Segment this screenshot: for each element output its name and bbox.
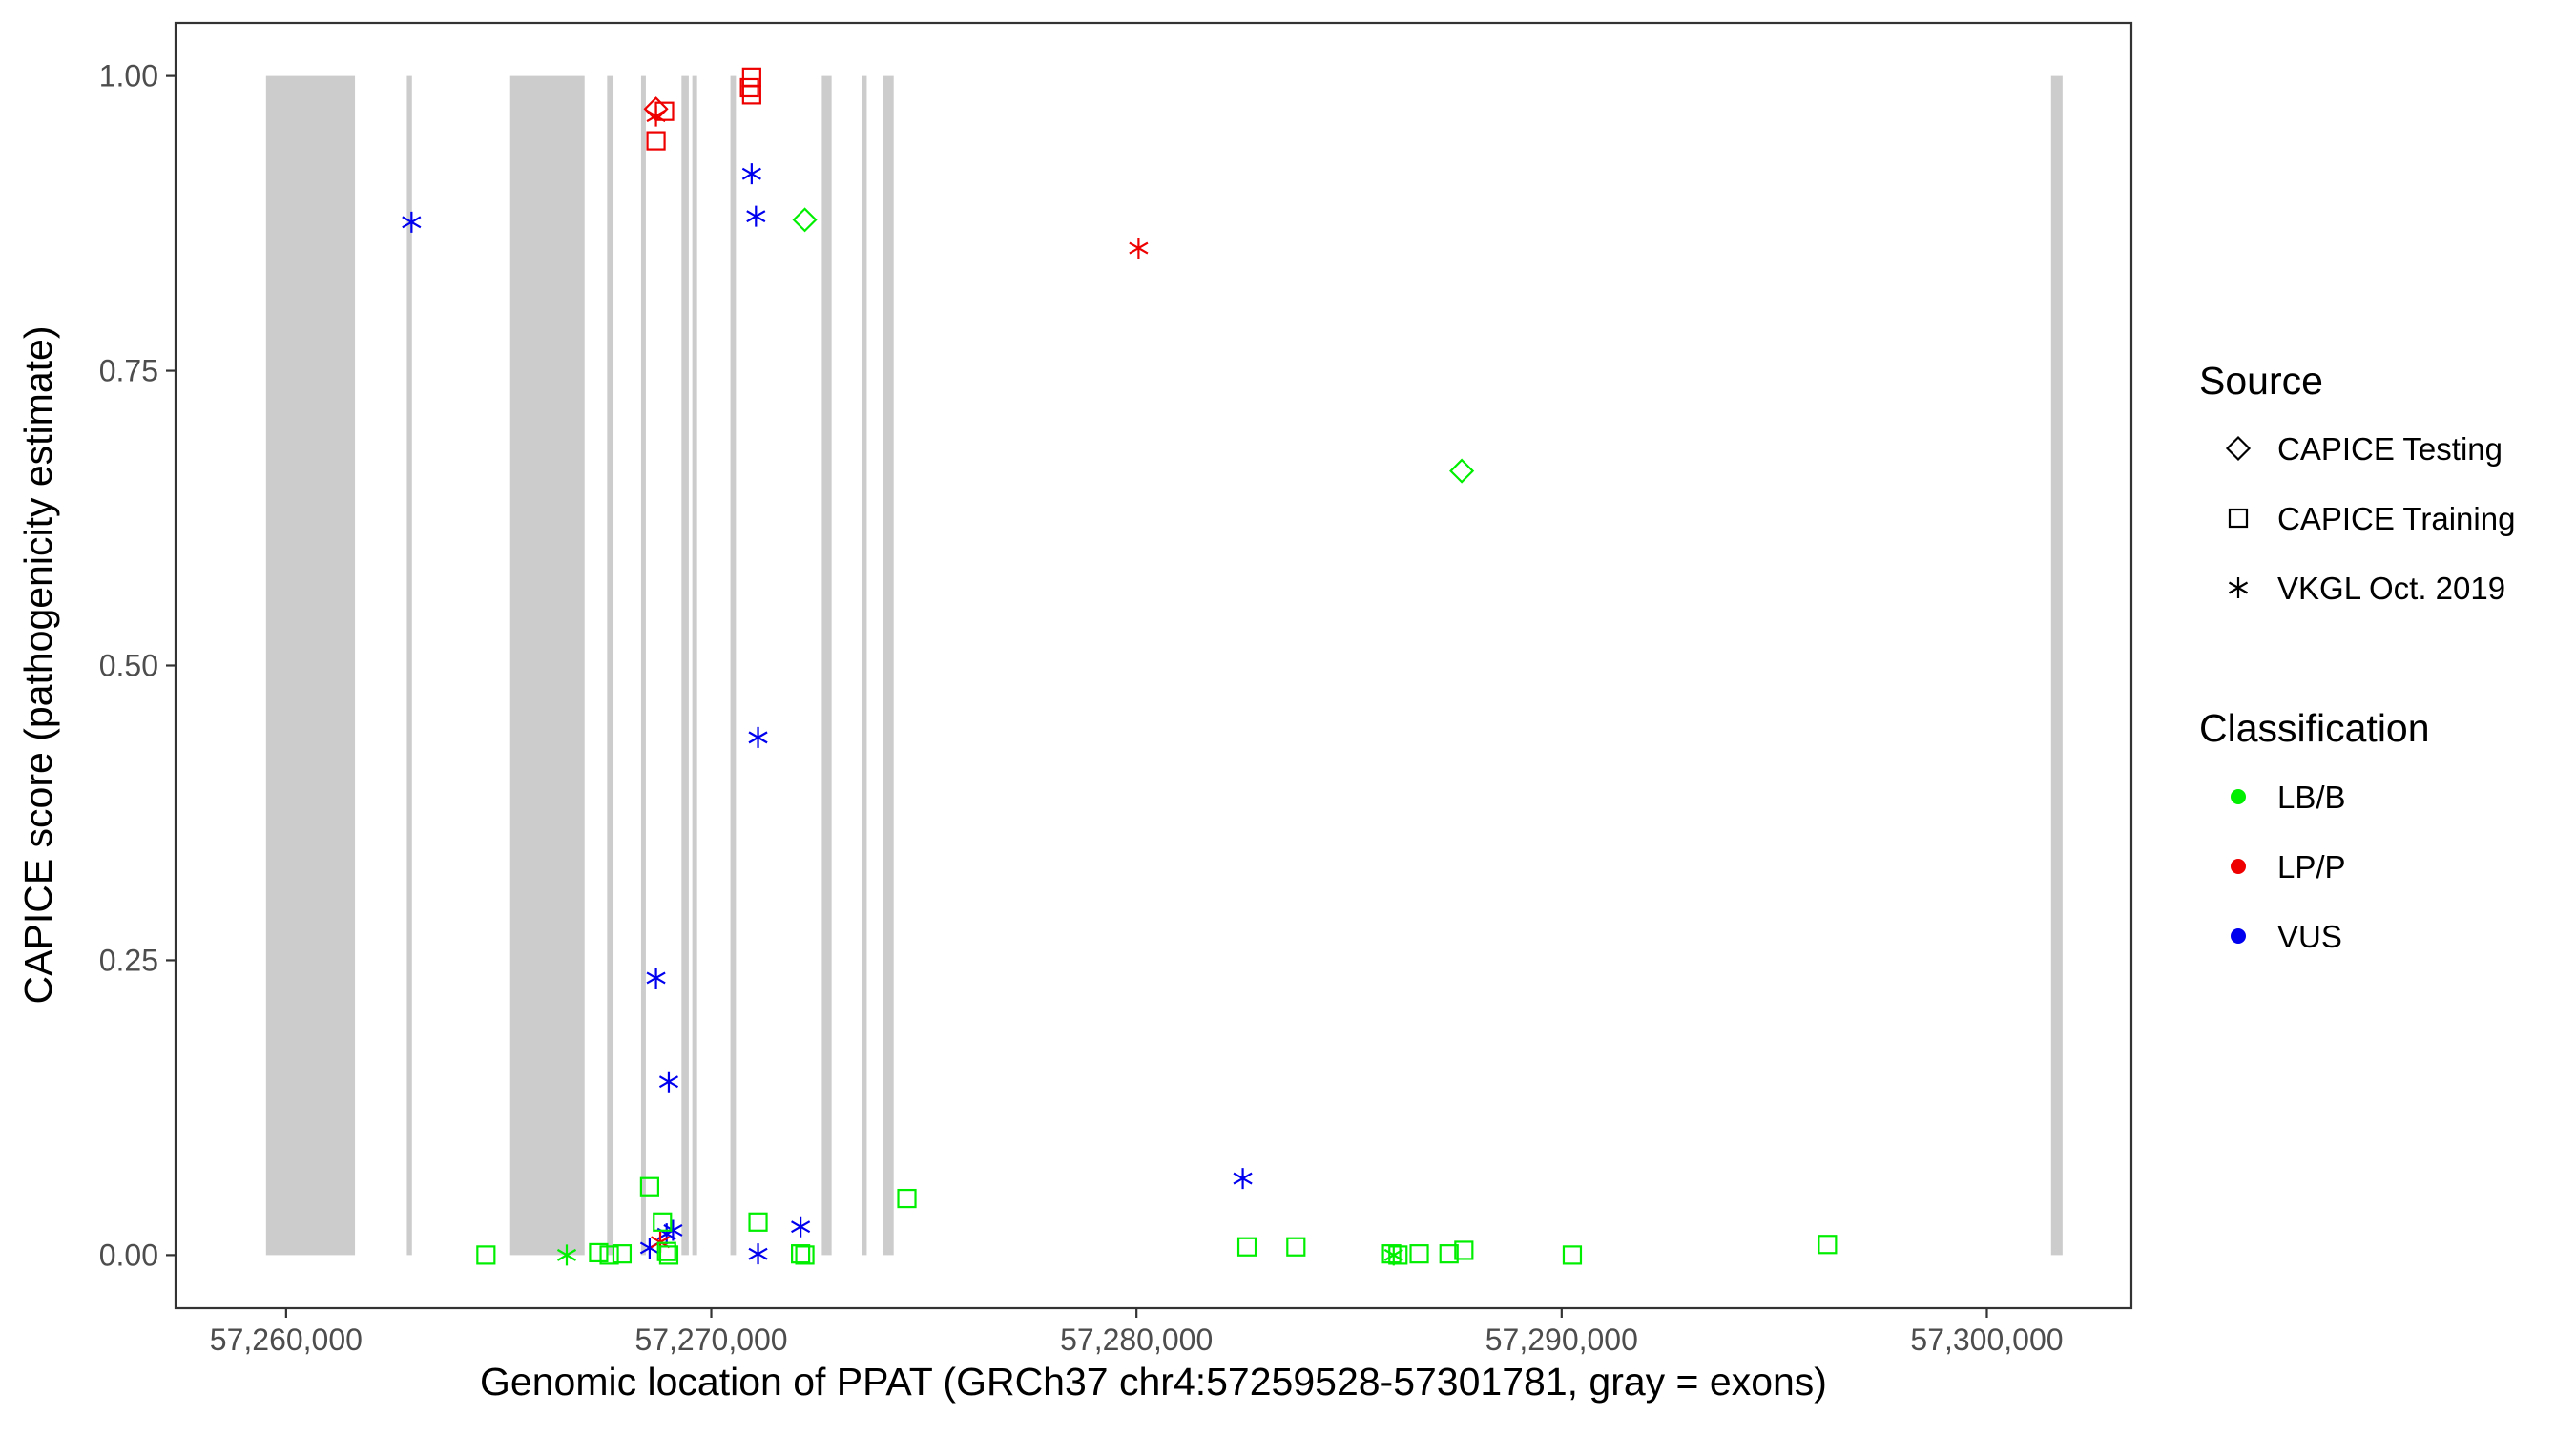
legend-source-label-3: VKGL Oct. 2019 [2277,571,2505,606]
x-tick-label-5: 57,300,000 [1910,1322,2063,1357]
data-point-40 [1383,1244,1403,1266]
exon-band-12 [2050,75,2063,1256]
data-point-42 [1409,1244,1429,1264]
exon-band-9 [821,75,832,1256]
data-point-15 [646,105,666,127]
y-tick-label-2: 0.25 [99,943,158,977]
data-point-18 [739,77,759,98]
data-point-31 [656,1241,676,1261]
y-tick-label-5: 1.00 [99,59,158,94]
data-point-6 [663,1219,683,1241]
exon-band-1 [265,75,356,1256]
exon-band-4 [607,75,614,1256]
data-point-2 [646,967,666,989]
data-point-23 [1449,458,1475,484]
data-point-45 [1562,1245,1583,1265]
data-point-24 [476,1245,496,1265]
data-point-30 [653,1212,673,1232]
exon-layer [265,75,2063,1256]
data-point-38 [1286,1237,1306,1257]
data-point-20 [1129,238,1149,260]
exon-band-11 [883,75,894,1256]
x-tick-label-4: 57,290,000 [1485,1322,1638,1357]
legend-class-key-3 [2231,928,2246,944]
data-point-1 [402,211,422,233]
legend-source-key-square [2228,508,2249,529]
data-point-33 [748,1212,768,1232]
data-point-46 [1818,1235,1838,1255]
axis-layer: 57,260,000 57,270,000 57,280,000 57,290,000… [99,59,2064,1357]
x-tick-label-2: 57,270,000 [634,1322,787,1357]
data-point-36 [897,1188,917,1209]
data-point-8 [746,205,766,227]
data-point-39 [1381,1244,1402,1264]
exon-band-8 [730,75,737,1256]
legend-classification-title: Classification [2199,706,2430,750]
exon-band-10 [862,75,867,1256]
legend-class-label-3: VUS [2277,919,2342,954]
legend-source-title: Source [2199,359,2323,403]
data-point-29 [639,1176,660,1197]
data-point-12 [1233,1168,1253,1190]
data-point-44 [1454,1240,1474,1260]
legend-class-key-1 [2231,789,2246,804]
data-point-25 [556,1244,577,1266]
exon-band-6 [681,75,689,1256]
data-point-16 [646,131,666,151]
data-point-28 [612,1244,633,1264]
data-point-19 [741,85,761,105]
exon-band-3 [509,75,585,1256]
data-point-32 [658,1245,679,1265]
data-point-3 [658,1071,679,1093]
data-point-10 [748,1243,768,1265]
y-tick-label-3: 0.50 [99,649,158,683]
exon-band-5 [640,75,646,1256]
data-point-43 [1439,1244,1459,1264]
legend-source-label-2: CAPICE Training [2277,501,2515,536]
legend: Source Classification CAPICE Testing CAPI… [2199,359,2515,954]
data-point-22 [792,207,818,233]
y-tick-label-4: 0.75 [99,354,158,388]
legend-class-label-2: LP/P [2277,849,2346,884]
legend-source-label-1: CAPICE Testing [2277,431,2503,467]
data-point-9 [748,726,768,748]
legend-source-key-diamond [2225,435,2252,462]
data-point-41 [1388,1245,1408,1265]
x-tick-label-3: 57,280,000 [1060,1322,1213,1357]
x-tick-label-1: 57,260,000 [210,1322,363,1357]
data-point-7 [741,163,761,185]
data-point-26 [589,1242,609,1263]
y-tick-label-1: 0.00 [99,1238,158,1272]
x-axis-title: Genomic location of PPAT (GRCh37 chr4:57… [480,1360,1827,1404]
legend-class-label-1: LB/B [2277,780,2346,815]
data-point-27 [599,1245,619,1265]
point-layer [402,67,1838,1266]
data-point-34 [791,1244,811,1264]
legend-source-key-asterisk [2228,577,2249,598]
y-axis-title: CAPICE score (pathogenicity estimate) [16,326,60,1005]
legend-class-key-2 [2231,859,2246,874]
exon-band-7 [692,75,697,1256]
data-point-11 [791,1216,811,1238]
exon-band-2 [406,75,412,1256]
data-point-35 [795,1245,815,1265]
data-point-37 [1236,1237,1257,1257]
